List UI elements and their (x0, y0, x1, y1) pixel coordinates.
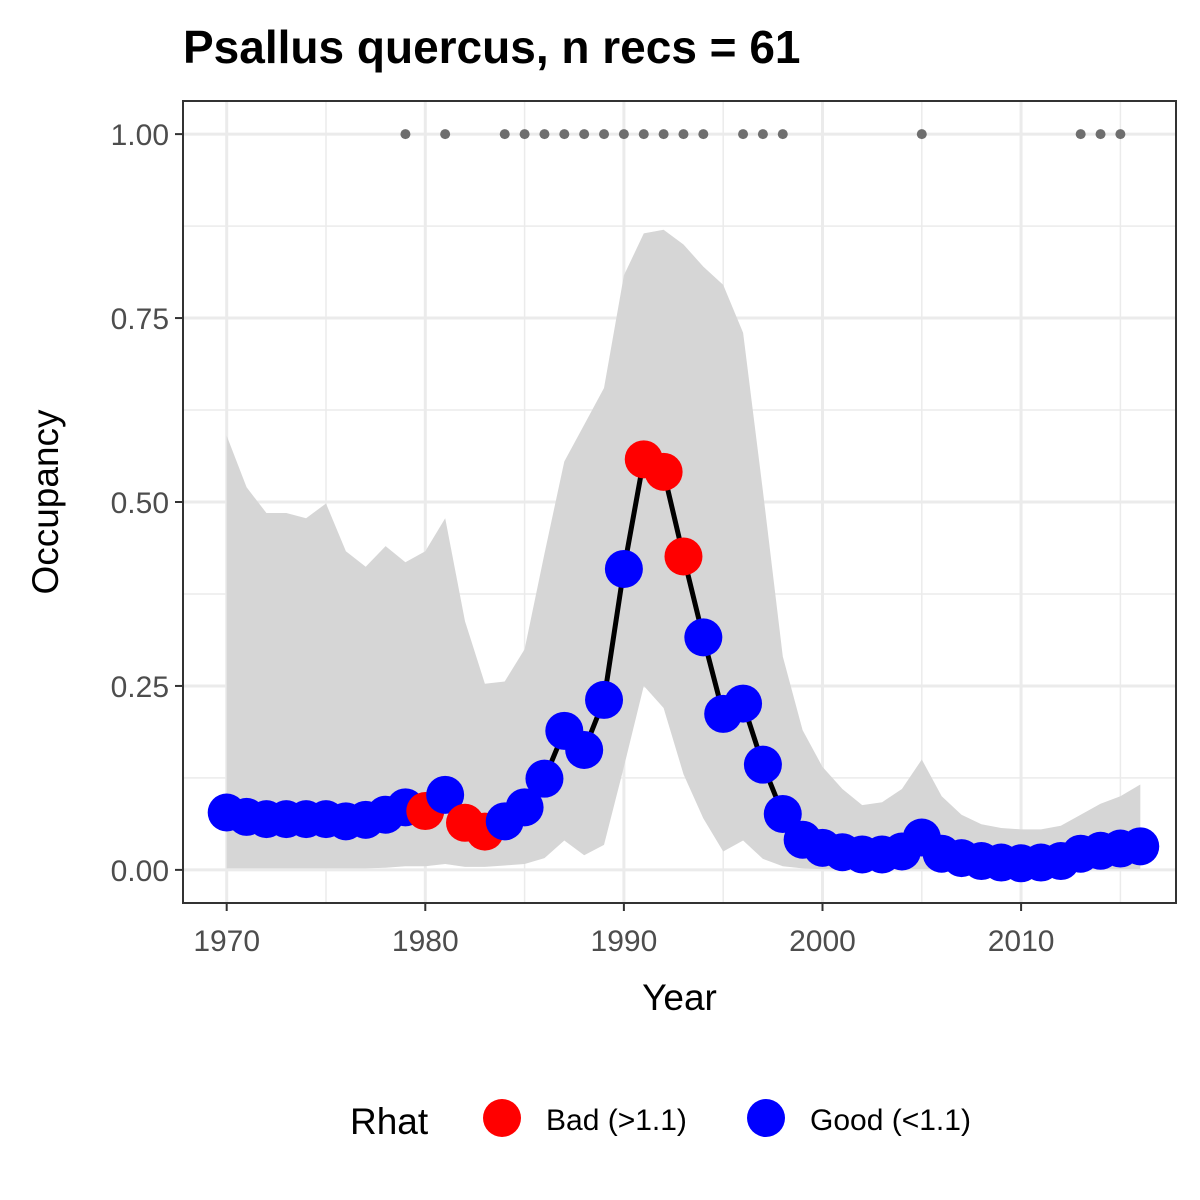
record-point (440, 129, 451, 140)
x-axis-ticks: 1970 1980 1990 2000 2010 (193, 903, 1054, 958)
record-point (1075, 129, 1086, 140)
legend-title: Rhat (350, 1101, 429, 1142)
record-point (678, 129, 689, 140)
record-point (618, 129, 629, 140)
record-point (499, 129, 510, 140)
data-point-good (525, 759, 564, 798)
x-tick-label: 1970 (193, 925, 260, 958)
record-point (757, 129, 768, 140)
y-tick-label: 0.75 (111, 303, 169, 336)
data-point-good (743, 745, 782, 784)
chart-title: Psallus quercus, n recs = 61 (183, 21, 801, 73)
occupancy-points (207, 440, 1160, 883)
record-point (777, 129, 788, 140)
legend-label-bad: Bad (>1.1) (546, 1104, 687, 1137)
record-point (638, 129, 649, 140)
data-point-good (426, 775, 465, 814)
y-tick-label: 0.00 (111, 855, 169, 888)
data-point-good (724, 684, 763, 723)
record-points (400, 129, 1126, 140)
x-tick-label: 1990 (591, 925, 658, 958)
record-point (559, 129, 570, 140)
record-point (1115, 129, 1126, 140)
record-point (539, 129, 550, 140)
y-tick-label: 0.25 (111, 671, 169, 704)
y-tick-label: 1.00 (111, 119, 169, 152)
legend-key-bad (483, 1099, 521, 1137)
x-tick-label: 2000 (789, 925, 856, 958)
y-tick-label: 0.50 (111, 487, 169, 520)
record-point (400, 129, 411, 140)
data-point-good (604, 549, 643, 588)
x-tick-label: 2010 (988, 925, 1055, 958)
legend: Rhat Bad (>1.1) Good (<1.1) (350, 1099, 971, 1142)
record-point (916, 129, 927, 140)
x-axis-title: Year (642, 977, 717, 1018)
record-point (599, 129, 610, 140)
data-point-good (1121, 827, 1160, 866)
data-point-good (763, 794, 802, 833)
record-point (658, 129, 669, 140)
record-point (579, 129, 590, 140)
record-point (1095, 129, 1106, 140)
record-point (738, 129, 749, 140)
x-tick-label: 1980 (392, 925, 459, 958)
y-axis-ticks: 0.00 0.25 0.50 0.75 1.00 (111, 119, 183, 888)
data-point-good (565, 730, 604, 769)
data-point-bad (664, 537, 703, 576)
data-point-good (585, 680, 624, 719)
data-point-bad (644, 452, 683, 491)
legend-key-good (747, 1099, 785, 1137)
record-point (698, 129, 709, 140)
legend-label-good: Good (<1.1) (810, 1104, 971, 1137)
data-point-good (684, 618, 723, 657)
data-point-good (505, 788, 544, 827)
y-axis-title: Occupancy (25, 409, 66, 595)
record-point (519, 129, 530, 140)
